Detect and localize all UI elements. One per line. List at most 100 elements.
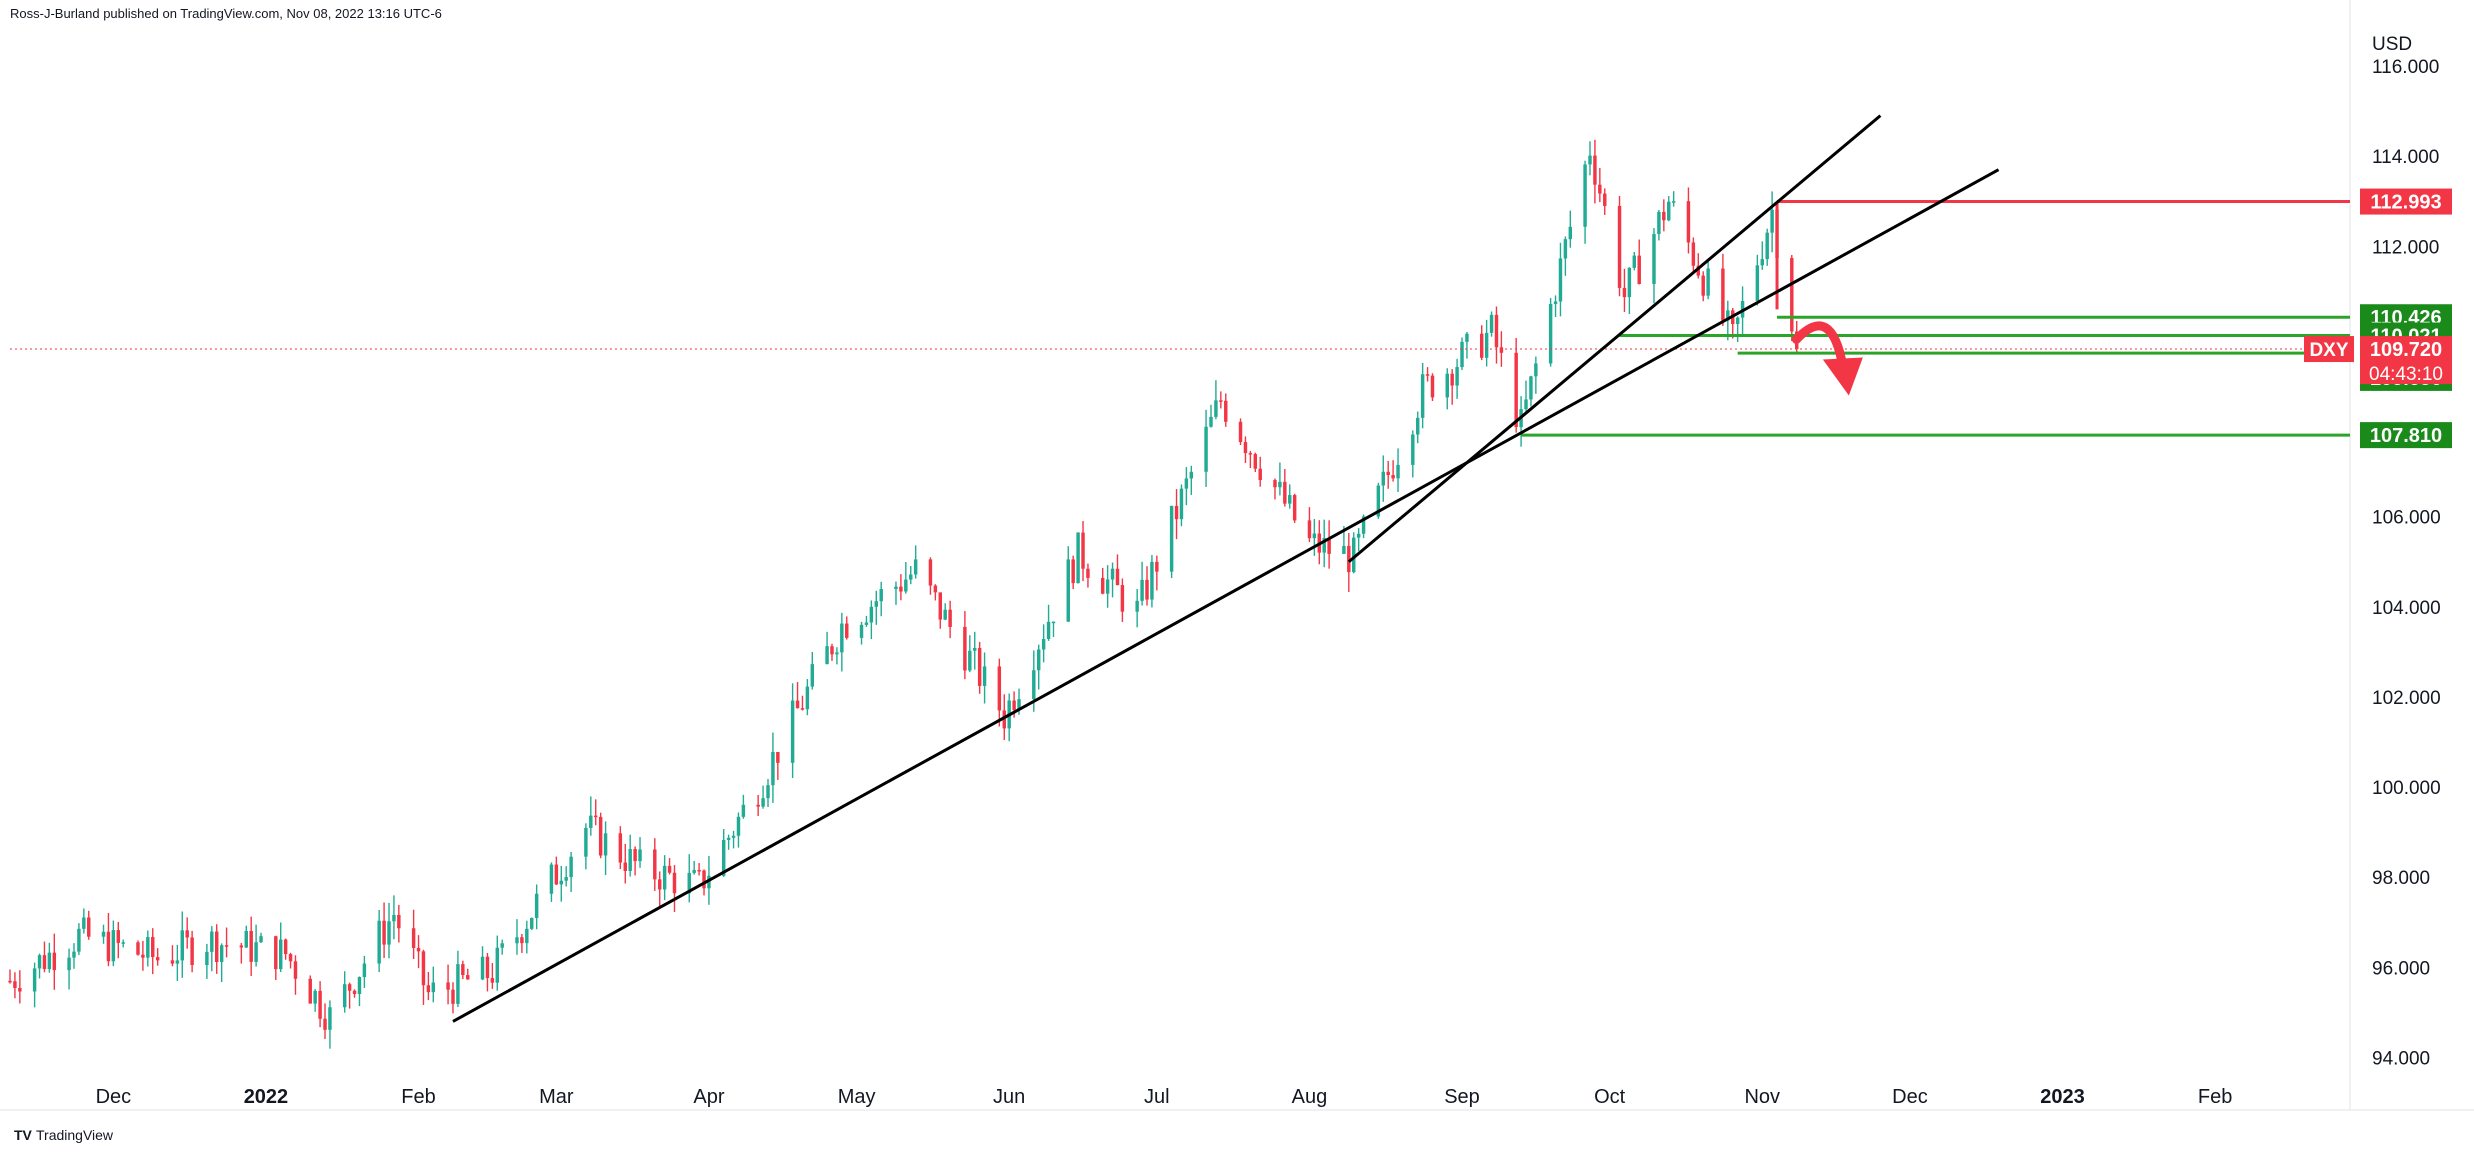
candle-body — [1214, 400, 1218, 417]
candle-body — [1391, 475, 1395, 479]
candle-body — [1017, 699, 1021, 710]
candle-body — [101, 931, 106, 937]
candle-body — [456, 964, 460, 1004]
candle-body — [520, 937, 524, 944]
candle-body — [1460, 341, 1464, 368]
candle-body — [1179, 488, 1184, 520]
candle-body — [1553, 301, 1558, 305]
candle-body — [845, 623, 849, 638]
candle-body — [899, 586, 903, 592]
candle-body — [1524, 399, 1528, 410]
candle-body — [968, 650, 972, 671]
candle-body — [928, 559, 933, 586]
price-label-last-bg — [2360, 336, 2452, 385]
candle-body — [1598, 184, 1602, 194]
candle-body — [1494, 314, 1499, 348]
candle-body — [948, 609, 952, 627]
y-tick-label: 98.000 — [2372, 868, 2430, 889]
candle-body — [1312, 533, 1317, 539]
candle-body — [1563, 239, 1568, 259]
candle-body — [1100, 577, 1105, 594]
candle-body — [1632, 255, 1637, 268]
candle-body — [362, 963, 367, 978]
candle-body — [121, 942, 125, 944]
candle-body — [1588, 155, 1592, 165]
candle-body — [1465, 333, 1469, 342]
symbol-tag-bg[interactable] — [2304, 336, 2354, 363]
candle-body — [392, 914, 396, 922]
candle-body — [342, 984, 347, 1008]
symbol-tag: DXY — [2309, 340, 2348, 361]
y-tick-label: 116.000 — [2372, 57, 2439, 78]
candle-body — [1076, 532, 1080, 584]
candle-body — [1120, 585, 1125, 612]
candle-body — [1012, 700, 1016, 710]
candle-body — [1071, 559, 1075, 584]
price-label-support-bg — [2360, 422, 2452, 449]
candle-body — [1691, 242, 1696, 266]
candle-body — [667, 865, 672, 873]
candle-body — [731, 835, 736, 838]
candle-body — [426, 985, 431, 993]
x-tick-label: May — [838, 1086, 876, 1108]
candle-body — [736, 816, 741, 836]
candle-body — [1376, 485, 1381, 517]
candle-body — [82, 917, 86, 929]
candle-body — [244, 930, 248, 948]
candle-body — [904, 579, 908, 592]
trendline-1[interactable] — [452, 168, 2000, 1023]
trendline-2[interactable] — [1347, 114, 1882, 563]
publisher-caption: Ross-J-Burland published on TradingView.… — [10, 6, 442, 21]
candle-body — [825, 646, 829, 665]
candle-body — [1273, 480, 1277, 488]
y-tick-label: 102.000 — [2372, 688, 2441, 709]
candle-body — [377, 920, 381, 964]
x-tick-label: Nov — [1744, 1086, 1780, 1108]
candle-body — [530, 917, 534, 929]
candle-body — [810, 664, 815, 687]
candle-body — [1327, 538, 1331, 554]
candle-body — [1627, 267, 1632, 298]
candle-body — [278, 939, 283, 970]
candle-body — [515, 937, 519, 944]
x-tick-label: Dec — [1892, 1086, 1928, 1108]
candle-body — [224, 945, 229, 947]
candle-body — [151, 937, 155, 958]
candle-body — [1790, 257, 1794, 332]
candle-body — [1479, 333, 1484, 358]
candle-body — [1219, 400, 1223, 402]
candle-body — [830, 646, 834, 655]
candle-body — [594, 815, 598, 818]
candle-body — [1204, 426, 1208, 472]
candle-body — [800, 708, 805, 710]
candle-body — [274, 936, 278, 970]
candle-body — [795, 700, 800, 709]
candle-body — [1356, 533, 1361, 538]
candle-body — [653, 849, 657, 880]
candle-body — [1150, 561, 1154, 600]
x-tick-label: Apr — [693, 1086, 724, 1108]
candle-body — [1253, 454, 1258, 469]
candle-body — [490, 978, 495, 983]
candle-body — [997, 666, 1002, 711]
candle-body — [141, 954, 145, 958]
y-tick-label: 106.000 — [2372, 508, 2441, 529]
tradingview-brand: TradingView — [36, 1127, 114, 1143]
candle-body — [1755, 265, 1760, 301]
candle-body — [239, 945, 244, 948]
candle-body — [913, 559, 918, 575]
candle-body — [1450, 373, 1454, 386]
candle-body — [67, 957, 71, 971]
candle-body — [1224, 400, 1228, 422]
candle-body — [1352, 537, 1356, 573]
candle-body — [283, 939, 288, 955]
x-tick-label: Jun — [993, 1086, 1025, 1108]
candle-body — [1145, 579, 1149, 600]
candle-body — [1209, 416, 1213, 427]
candle-body — [874, 601, 879, 607]
candle-body — [697, 869, 701, 872]
candle-body — [1701, 275, 1705, 296]
candle-body — [692, 869, 696, 873]
